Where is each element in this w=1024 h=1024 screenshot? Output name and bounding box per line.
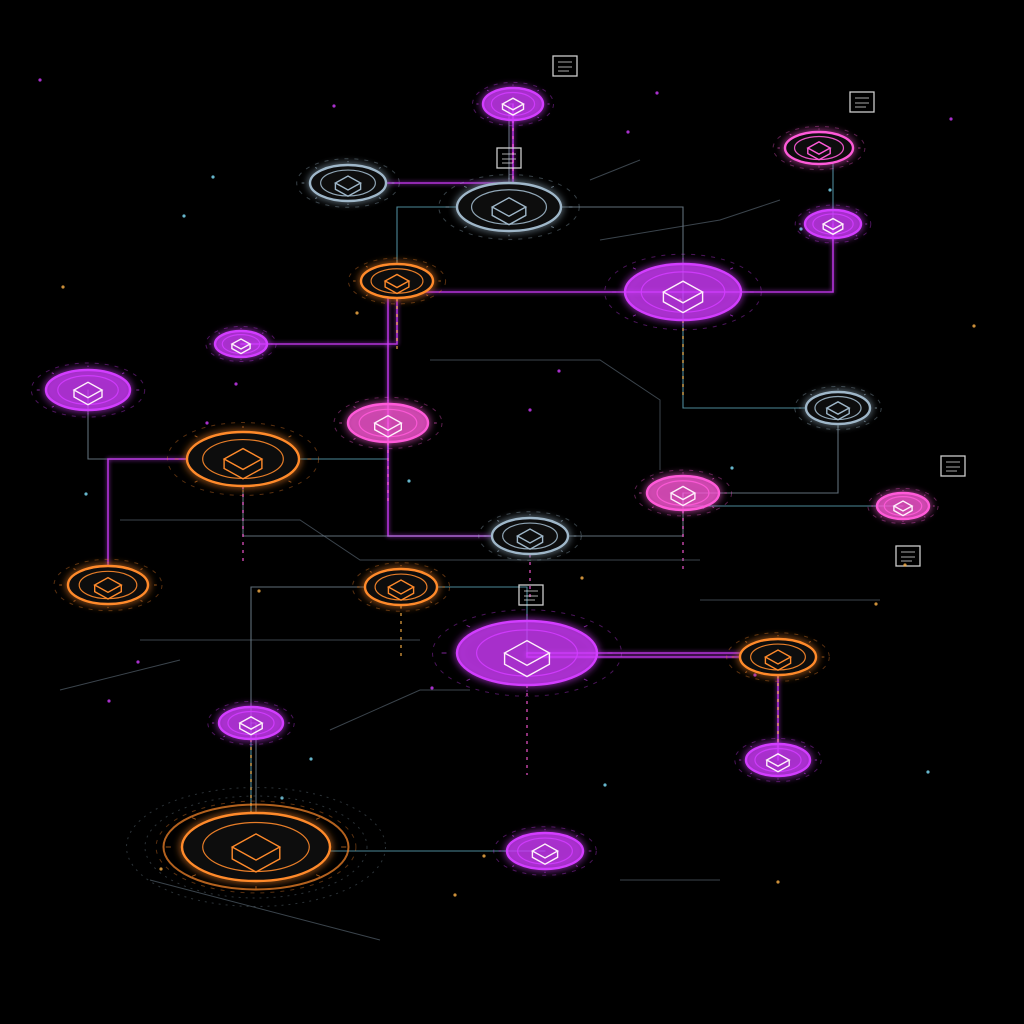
tag-square-glyph [946, 461, 960, 472]
spark-dot [972, 324, 976, 328]
spark-dot [430, 686, 434, 690]
circuit-trace [329, 689, 470, 731]
tag-square-glyph [502, 153, 516, 164]
spark-dot [874, 602, 878, 606]
spark-dot [107, 699, 111, 703]
spark-dot [136, 660, 140, 664]
spark-dot [799, 227, 803, 231]
spark-dot [453, 893, 457, 897]
spark-dot [482, 854, 486, 858]
circuit-trace [589, 159, 641, 181]
spark-dot [407, 479, 411, 483]
spark-dot [626, 130, 630, 134]
spark-dot [557, 369, 561, 373]
tag-square-glyph [524, 590, 538, 601]
tag-square [518, 584, 544, 606]
spark-dot [182, 214, 186, 218]
spark-dot [38, 78, 42, 82]
spark-dot [280, 796, 284, 800]
tag-square [895, 545, 921, 567]
circuit-trace [120, 519, 700, 561]
tag-square [940, 455, 966, 477]
circuit-trace [149, 879, 381, 941]
spark-dot [355, 311, 359, 315]
hub-halo-ring [144, 795, 368, 899]
spark-dot [580, 576, 584, 580]
tag-square-glyph [901, 551, 915, 562]
tag-square-glyph [855, 97, 869, 108]
spark-dot [828, 188, 832, 192]
spark-dot [234, 382, 238, 386]
spark-dot [776, 880, 780, 884]
connection-line [250, 586, 402, 724]
spark-dot [205, 421, 209, 425]
spark-dot [903, 563, 907, 567]
tag-square [552, 55, 578, 77]
spark-dot [84, 492, 88, 496]
spark-dot [701, 505, 705, 509]
hub-halo-ring [162, 803, 350, 891]
spark-dot [211, 175, 215, 179]
tag-square-glyph [558, 61, 572, 72]
spark-dot [384, 272, 388, 276]
spark-dot [603, 783, 607, 787]
spark-dot [309, 757, 313, 761]
spark-dot [949, 117, 953, 121]
connection-line [240, 280, 398, 345]
spark-dot [61, 285, 65, 289]
circuit-trace [59, 659, 181, 691]
spark-dot [730, 466, 734, 470]
tag-square [849, 91, 875, 113]
spark-dot [851, 395, 855, 399]
spark-dot [505, 201, 509, 205]
spark-dot [257, 589, 261, 593]
circuit-trace [430, 359, 661, 470]
connection-line [682, 407, 839, 494]
spark-dot [332, 104, 336, 108]
spark-dot [159, 867, 163, 871]
spark-dot [655, 91, 659, 95]
tag-square [496, 147, 522, 169]
hub-halo-ring [126, 787, 386, 907]
circuit-trace [599, 199, 781, 241]
spark-dot [926, 770, 930, 774]
spark-dot [678, 298, 682, 302]
spark-dot [528, 408, 532, 412]
spark-dot [753, 673, 757, 677]
